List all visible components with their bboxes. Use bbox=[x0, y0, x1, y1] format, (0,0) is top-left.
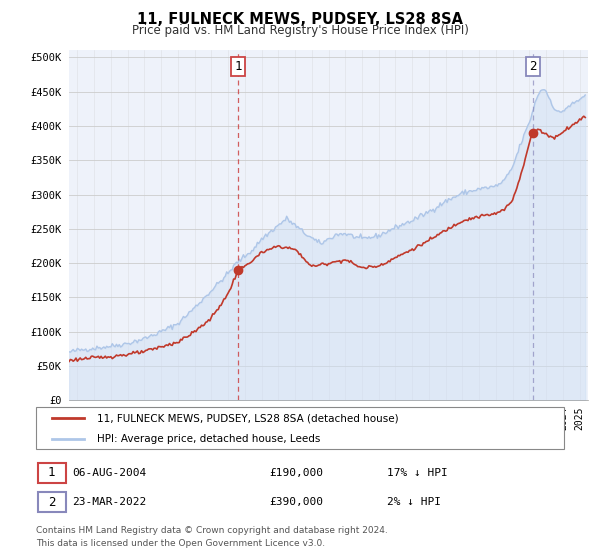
Text: Contains HM Land Registry data © Crown copyright and database right 2024.: Contains HM Land Registry data © Crown c… bbox=[36, 526, 388, 535]
Text: £190,000: £190,000 bbox=[269, 468, 323, 478]
Text: 23-MAR-2022: 23-MAR-2022 bbox=[72, 497, 146, 507]
Text: 1: 1 bbox=[235, 60, 242, 73]
Text: 11, FULNECK MEWS, PUDSEY, LS28 8SA (detached house): 11, FULNECK MEWS, PUDSEY, LS28 8SA (deta… bbox=[97, 413, 398, 423]
Text: £390,000: £390,000 bbox=[269, 497, 323, 507]
FancyBboxPatch shape bbox=[38, 463, 65, 483]
FancyBboxPatch shape bbox=[38, 492, 65, 512]
Text: 1: 1 bbox=[48, 466, 55, 479]
Text: 06-AUG-2004: 06-AUG-2004 bbox=[72, 468, 146, 478]
Text: This data is licensed under the Open Government Licence v3.0.: This data is licensed under the Open Gov… bbox=[36, 539, 325, 548]
Text: 17% ↓ HPI: 17% ↓ HPI bbox=[387, 468, 448, 478]
Text: Price paid vs. HM Land Registry's House Price Index (HPI): Price paid vs. HM Land Registry's House … bbox=[131, 24, 469, 37]
Text: 2: 2 bbox=[529, 60, 537, 73]
Text: HPI: Average price, detached house, Leeds: HPI: Average price, detached house, Leed… bbox=[97, 435, 320, 445]
Text: 11, FULNECK MEWS, PUDSEY, LS28 8SA: 11, FULNECK MEWS, PUDSEY, LS28 8SA bbox=[137, 12, 463, 27]
Text: 2% ↓ HPI: 2% ↓ HPI bbox=[387, 497, 441, 507]
Text: 2: 2 bbox=[48, 496, 55, 509]
FancyBboxPatch shape bbox=[36, 407, 564, 449]
